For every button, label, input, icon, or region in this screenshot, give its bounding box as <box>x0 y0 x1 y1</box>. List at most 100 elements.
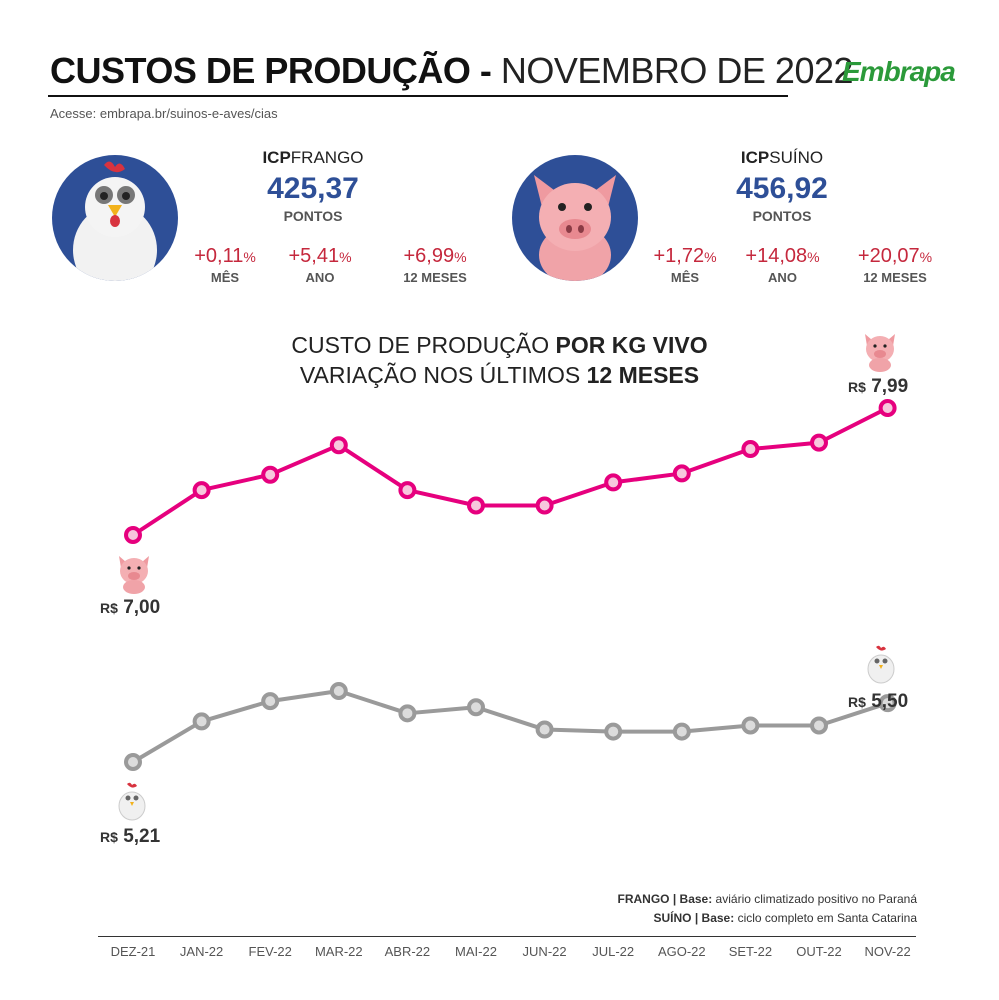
price-frango-start: R$ 5,21 <box>100 826 160 848</box>
suino-stat-12m-pct: % <box>919 249 933 265</box>
footnote-suino-bold: SUÍNO | Base: <box>653 911 735 925</box>
frango-point-mai-22[interactable] <box>467 698 485 717</box>
x-tick-jul-22: JUL-22 <box>592 944 635 959</box>
frango-stat-mes-label: MÊS <box>210 270 240 285</box>
chicken-badge <box>52 155 178 281</box>
icp-frango-value: 425,37 <box>267 172 359 205</box>
frango-point-mar-22[interactable] <box>329 682 348 700</box>
x-tick-set-22: SET-22 <box>728 944 773 959</box>
frango-point-ago-22[interactable] <box>672 722 691 741</box>
x-axis-line <box>98 936 916 937</box>
price-suino-start-cur: R$ <box>100 600 118 616</box>
suino-stat-12m-label: 12 MESES <box>863 270 927 285</box>
pig-icon <box>534 175 616 281</box>
frango-point-jan-22[interactable] <box>192 712 211 731</box>
x-tick-mar-22: MAR-22 <box>314 944 363 959</box>
suino-point-out-22[interactable] <box>810 433 828 452</box>
suino-point-set-22[interactable] <box>741 440 760 459</box>
frango-stat-ano: +5,41% <box>275 245 365 268</box>
price-suino-end-cur: R$ <box>848 379 866 395</box>
suino-point-jul-22[interactable] <box>604 473 623 492</box>
frango-line <box>131 689 889 764</box>
suino-point-abr-22[interactable] <box>398 481 417 500</box>
footnote-suino-text: ciclo completo em Santa Catarina <box>734 911 917 925</box>
frango-stat-mes: +0,11% <box>180 245 270 268</box>
frango-point-fev-22[interactable] <box>261 692 280 711</box>
source-link[interactable]: Acesse: embrapa.br/suinos-e-aves/cias <box>50 106 278 121</box>
frango-point-dez-21[interactable] <box>124 753 142 771</box>
price-suino-end: R$ 7,99 <box>848 376 908 398</box>
suino-stat-mes-label: MÊS <box>670 270 700 285</box>
suino-stat-ano-label: ANO <box>768 270 797 285</box>
x-tick-out-22: OUT-22 <box>796 944 842 959</box>
frango-stat-mes-pct: % <box>243 249 256 265</box>
x-tick-ago-22: AGO-22 <box>657 944 706 959</box>
small-pig-icon-start <box>119 556 149 594</box>
price-frango-start-val: 5,21 <box>123 826 161 847</box>
icp-suino-label: ICPSUÍNO <box>717 148 847 168</box>
x-tick-mai-22: MAI-22 <box>455 944 497 959</box>
frango-stat-12m: +6,99% <box>385 245 485 268</box>
suino-series <box>124 399 897 544</box>
small-pig-icon-end <box>865 334 895 372</box>
suino-stat-12m: +20,07% <box>840 245 950 268</box>
icp-suino-label-bold: ICP <box>740 148 770 167</box>
x-tick-jun-22: JUN-22 <box>522 944 567 959</box>
suino-point-jan-22[interactable] <box>192 481 211 500</box>
footnote-frango-bold: FRANGO | Base: <box>617 892 713 906</box>
suino-stat-mes-sign: + <box>653 245 666 267</box>
chart-title: CUSTO DE PRODUÇÃO POR KG VIVO VARIAÇÃO N… <box>0 330 999 390</box>
icp-suino-label-light: SUÍNO <box>769 148 824 167</box>
frango-point-out-22[interactable] <box>810 716 828 735</box>
suino-point-dez-21[interactable] <box>124 526 142 544</box>
suino-stat-12m-num: 20,07 <box>869 245 920 267</box>
suino-stat-ano-sign: + <box>745 245 758 267</box>
suino-point-mar-22[interactable] <box>329 436 348 455</box>
chart-title-line2: VARIAÇÃO NOS ÚLTIMOS 12 MESES <box>0 360 999 390</box>
title-light: NOVEMBRO DE 2022 <box>500 50 854 91</box>
suino-stat-12m-sign: + <box>857 245 870 267</box>
price-frango-end: R$ 5,50 <box>848 691 908 713</box>
frango-stat-mes-num: 0,11 <box>205 245 244 267</box>
price-frango-end-val: 5,50 <box>871 691 909 712</box>
chicken-icon <box>73 161 157 281</box>
title-bold: CUSTOS DE PRODUÇÃO - <box>50 50 492 91</box>
suino-point-fev-22[interactable] <box>261 465 280 484</box>
footnote-suino: SUÍNO | Base: ciclo completo em Santa Ca… <box>618 909 917 928</box>
chart-title-line2-light: VARIAÇÃO NOS ÚLTIMOS <box>299 362 587 388</box>
frango-point-nov-22[interactable] <box>878 694 897 713</box>
frango-point-jul-22[interactable] <box>604 722 623 741</box>
price-suino-start: R$ 7,00 <box>100 597 160 619</box>
icp-suino-unit: PONTOS <box>752 208 812 224</box>
price-suino-start-val: 7,00 <box>123 597 161 618</box>
frango-stat-12m-sign: + <box>403 245 416 267</box>
suino-point-mai-22[interactable] <box>467 496 485 515</box>
suino-stat-ano-num: 14,08 <box>757 245 808 267</box>
title-underline <box>48 95 788 97</box>
suino-point-ago-22[interactable] <box>672 464 691 483</box>
suino-stat-mes: +1,72% <box>640 245 730 268</box>
x-tick-jan-22: JAN-22 <box>179 944 224 959</box>
embrapa-logo: Embrapa <box>842 56 956 87</box>
x-tick-fev-22: FEV-22 <box>248 944 292 959</box>
suino-point-jun-22[interactable] <box>535 496 554 515</box>
icp-frango-unit: PONTOS <box>283 208 343 224</box>
frango-stat-mes-sign: + <box>194 245 206 267</box>
price-frango-end-cur: R$ <box>848 694 866 710</box>
frango-stat-12m-pct: % <box>454 249 467 265</box>
footnotes: FRANGO | Base: aviário climatizado posit… <box>618 890 918 928</box>
suino-point-nov-22[interactable] <box>878 399 897 417</box>
frango-stat-ano-pct: % <box>339 249 352 265</box>
chart-title-line2-bold: 12 MESES <box>586 362 700 388</box>
page-title: CUSTOS DE PRODUÇÃO - NOVEMBRO DE 2022 <box>50 50 854 92</box>
footnote-frango-text: aviário climatizado positivo no Paraná <box>712 892 917 906</box>
icp-frango-label: ICPFRANGO <box>248 148 378 168</box>
frango-point-set-22[interactable] <box>741 716 760 735</box>
chart-title-line1-bold: POR KG VIVO <box>555 332 708 358</box>
x-tick-dez-21: DEZ-21 <box>110 944 156 959</box>
frango-point-jun-22[interactable] <box>535 720 554 739</box>
price-suino-end-val: 7,99 <box>871 376 909 397</box>
frango-point-abr-22[interactable] <box>398 704 417 723</box>
frango-stat-ano-num: 5,41 <box>300 245 340 267</box>
